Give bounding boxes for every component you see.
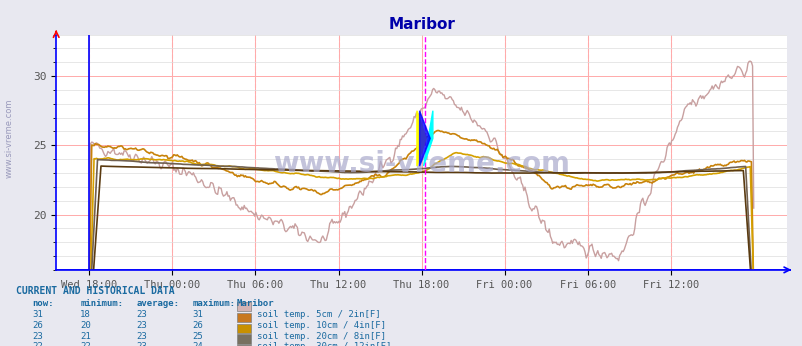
FancyBboxPatch shape	[237, 313, 251, 322]
Text: 23: 23	[136, 310, 147, 319]
Polygon shape	[416, 111, 426, 166]
Text: 31: 31	[192, 310, 203, 319]
Text: 18: 18	[80, 310, 91, 319]
FancyBboxPatch shape	[237, 335, 251, 344]
Text: soil temp. 20cm / 8in[F]: soil temp. 20cm / 8in[F]	[257, 331, 386, 340]
Polygon shape	[419, 111, 430, 166]
Text: 23: 23	[32, 331, 43, 340]
Text: 23: 23	[136, 321, 147, 330]
Text: www.si-vreme.com: www.si-vreme.com	[273, 150, 569, 178]
Text: 23: 23	[136, 343, 147, 346]
Text: now:: now:	[32, 299, 54, 308]
Text: 25: 25	[192, 331, 203, 340]
Text: 22: 22	[80, 343, 91, 346]
Text: 20: 20	[80, 321, 91, 330]
Text: soil temp. 10cm / 4in[F]: soil temp. 10cm / 4in[F]	[257, 321, 386, 330]
FancyBboxPatch shape	[237, 324, 251, 333]
Polygon shape	[423, 111, 432, 166]
Text: CURRENT AND HISTORICAL DATA: CURRENT AND HISTORICAL DATA	[16, 285, 175, 295]
Text: 26: 26	[192, 321, 203, 330]
Text: 26: 26	[32, 321, 43, 330]
Text: average:: average:	[136, 299, 180, 308]
Text: Maribor: Maribor	[237, 299, 274, 308]
Text: 24: 24	[192, 343, 203, 346]
Text: minimum:: minimum:	[80, 299, 124, 308]
Title: Maribor: Maribor	[387, 17, 455, 32]
Text: soil temp. 5cm / 2in[F]: soil temp. 5cm / 2in[F]	[257, 310, 380, 319]
Text: soil temp. 30cm / 12in[F]: soil temp. 30cm / 12in[F]	[257, 343, 391, 346]
Text: 23: 23	[136, 331, 147, 340]
Text: 31: 31	[32, 310, 43, 319]
Text: maximum:: maximum:	[192, 299, 236, 308]
Text: 22: 22	[32, 343, 43, 346]
Text: 21: 21	[80, 331, 91, 340]
FancyBboxPatch shape	[237, 345, 251, 346]
FancyBboxPatch shape	[237, 302, 251, 311]
Text: www.si-vreme.com: www.si-vreme.com	[5, 99, 14, 178]
